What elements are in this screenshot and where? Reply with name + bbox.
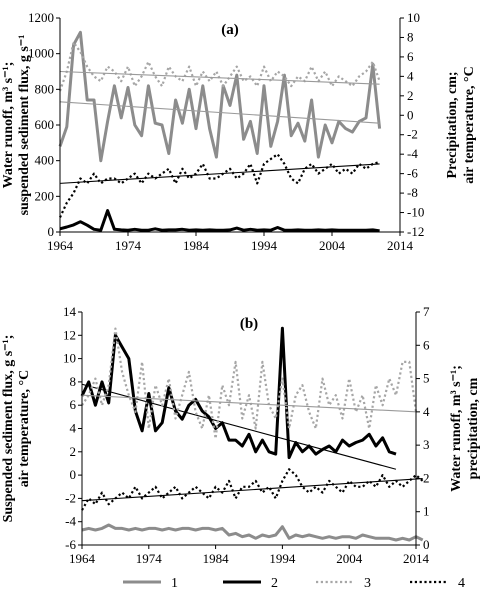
left-tick-label: -4: [65, 514, 76, 529]
left-tick-label: 8: [70, 374, 77, 389]
series-2-line: [80, 326, 397, 460]
legend-label-3: 3: [364, 576, 371, 591]
left-tick-label: 2: [70, 444, 77, 459]
panel-a-series: [58, 30, 382, 233]
series-1-trend-line: [59, 101, 380, 124]
right-tick-label: 6: [423, 337, 430, 352]
left-tick-label: 400: [35, 153, 55, 168]
series-3-trend-line: [81, 394, 417, 413]
panel-a-right-axis-label-line1: Precipitation, cm;: [445, 71, 460, 178]
right-tick-label: 2: [407, 88, 414, 103]
right-tick-label: -12: [407, 224, 424, 239]
right-tick-label: -8: [407, 185, 418, 200]
left-tick-label: 1000: [28, 46, 54, 61]
x-tick-label: 2004: [336, 551, 363, 566]
left-tick-label: 10: [63, 351, 76, 366]
legend-label-2: 2: [271, 576, 278, 591]
right-tick-label: 10: [407, 10, 420, 25]
panel-b-left-axis-label-line1: Suspended sediment flux, g s⁻¹;: [1, 335, 16, 523]
right-tick-label: 4: [407, 68, 414, 83]
panel-a-chart: 0 200 400 600 800 1000 1200 -12 -10 -8 -6 -4 -2 0 2 4 6 8…: [1, 10, 477, 253]
panel-a-right-axis-label-line2: air temperature, °C: [462, 66, 477, 183]
panel-b-series: [80, 326, 424, 542]
left-tick-label: 12: [63, 327, 76, 342]
legend-label-4: 4: [458, 576, 465, 591]
panel-b-right-axis-label-line1: Water runoff, m³ s⁻¹;: [449, 365, 464, 492]
series-4-trend-line: [81, 478, 423, 502]
x-tick-label: 2014: [403, 551, 430, 566]
panel-a-left-axis-label-line1: Water runoff, m³ s⁻¹;: [1, 62, 16, 189]
right-tick-label: 7: [423, 304, 430, 319]
left-tick-label: -6: [65, 537, 76, 552]
x-tick-label: 2014: [387, 238, 414, 253]
left-tick-label: 600: [35, 117, 55, 132]
panel-b-right-axis-label-line2: precipitation, cm: [466, 377, 481, 479]
right-tick-label: 0: [407, 107, 414, 122]
legend-label-1: 1: [171, 576, 178, 591]
series-2-trend-line: [81, 383, 397, 470]
right-tick-label: 8: [407, 29, 414, 44]
right-tick-label: 2: [423, 470, 430, 485]
series-3-line: [58, 41, 381, 92]
panel-b-label: (b): [240, 316, 258, 332]
series-1-line: [58, 30, 382, 163]
x-tick-label: 1974: [136, 551, 163, 566]
panel-a-axes: 0 200 400 600 800 1000 1200 -12 -10 -8 -6 -4 -2 0 2 4 6 8…: [28, 10, 424, 253]
right-tick-label: -4: [407, 146, 418, 161]
series-1-line: [81, 523, 424, 542]
left-tick-label: 200: [35, 188, 55, 203]
left-tick-label: 4: [70, 421, 77, 436]
x-tick-label: 1984: [183, 238, 210, 253]
left-tick-label: 0: [70, 467, 77, 482]
series-4-trend-line: [59, 163, 380, 184]
panel-a-label: (a): [221, 22, 239, 38]
right-tick-label: 5: [423, 371, 430, 386]
right-tick-label: -2: [407, 127, 418, 142]
series-3-line: [81, 327, 418, 440]
legend: 1 2 3 4: [123, 576, 465, 591]
right-tick-label: -10: [407, 205, 424, 220]
x-tick-label: 1964: [47, 238, 74, 253]
right-tick-label: 3: [423, 437, 430, 452]
x-tick-label: 1994: [269, 551, 296, 566]
left-tick-label: 1200: [28, 10, 54, 25]
left-tick-label: 14: [63, 304, 77, 319]
right-tick-label: 1: [423, 504, 430, 519]
series-4-line: [59, 153, 380, 218]
x-tick-label: 1994: [251, 238, 278, 253]
right-tick-label: 4: [423, 404, 430, 419]
panel-a-left-axis-label-line2: suspended sediment flux, g s⁻¹: [17, 35, 32, 216]
left-tick-label: 6: [70, 397, 77, 412]
right-tick-label: -6: [407, 166, 418, 181]
right-tick-label: 6: [407, 49, 414, 64]
x-tick-label: 2004: [319, 238, 346, 253]
left-tick-label: 0: [48, 224, 55, 239]
left-tick-label: 800: [35, 81, 55, 96]
series-3-trend-line: [59, 70, 380, 85]
x-tick-label: 1974: [115, 238, 142, 253]
x-tick-label: 1964: [69, 551, 96, 566]
x-tick-label: 1984: [203, 551, 230, 566]
series-4-line: [81, 468, 424, 511]
panel-b-left-axis-label-line2: air temperature, °C: [17, 370, 32, 487]
series-2-line: [59, 209, 380, 233]
right-tick-label: 0: [423, 537, 430, 552]
left-tick-label: -2: [65, 490, 76, 505]
